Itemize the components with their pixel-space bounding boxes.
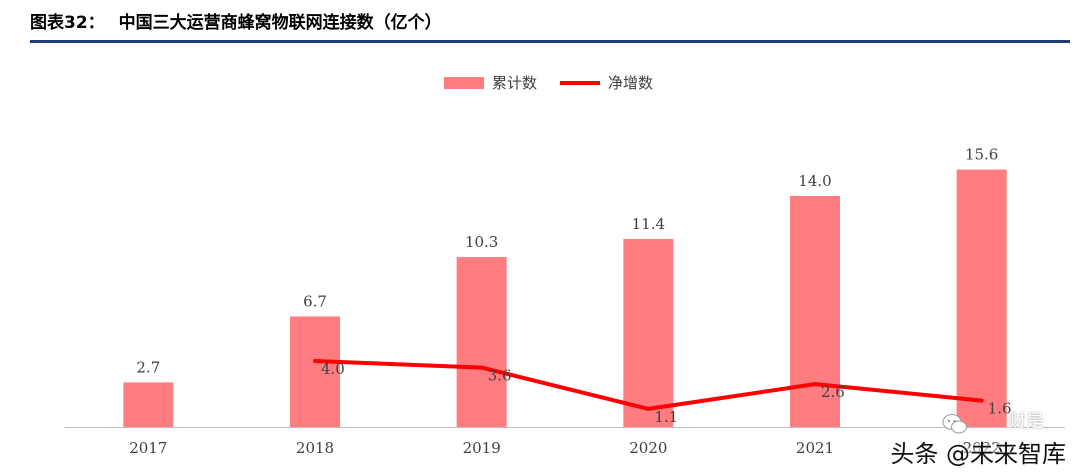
chart-title-block: 图表32： 中国三大运营商蜂窝物联网连接数（亿个）: [30, 8, 442, 33]
wechat-icon: [942, 414, 967, 434]
bar-label-2018: 6.7: [303, 292, 327, 310]
chart-title: 中国三大运营商蜂窝物联网连接数（亿个）: [118, 13, 442, 33]
legend-swatch-bar: [444, 77, 484, 89]
line-label-2018: 4.0: [321, 360, 345, 378]
bar-label-2019: 10.3: [465, 233, 498, 251]
watermark-sub: 财是: [1008, 411, 1044, 432]
bar-2022: [956, 169, 1007, 427]
bar-label-2020: 11.4: [632, 215, 665, 233]
bar-label-2022: 15.6: [965, 146, 998, 164]
line-label-2022: 1.6: [988, 400, 1012, 418]
title-rule: [30, 40, 1070, 43]
legend-label-line: 净增数: [608, 74, 653, 92]
x-tick-2021: 2021: [796, 439, 834, 457]
line-label-2021: 2.6: [821, 383, 845, 401]
x-tick-2017: 2017: [129, 439, 167, 457]
x-tick-2018: 2018: [296, 439, 334, 457]
legend-label-bar: 累计数: [492, 74, 537, 92]
bar-2019: [456, 257, 507, 427]
watermark: 头条 @未来智库: [890, 440, 1066, 468]
line-label-2019: 3.6: [488, 367, 512, 385]
figure-label: 图表32：: [30, 13, 105, 33]
bar-label-2021: 14.0: [798, 172, 831, 190]
bar-2018: [290, 316, 340, 427]
x-tick-2022: 2022: [963, 439, 1001, 457]
x-tick-2019: 2019: [463, 439, 501, 457]
bar-label-2017: 2.7: [136, 358, 160, 376]
line-series-净增数: [313, 359, 984, 411]
x-tick-2020: 2020: [629, 439, 667, 457]
line-label-2020: 1.1: [654, 408, 678, 426]
bar-2017: [123, 382, 174, 427]
bar-2020: [623, 238, 674, 427]
